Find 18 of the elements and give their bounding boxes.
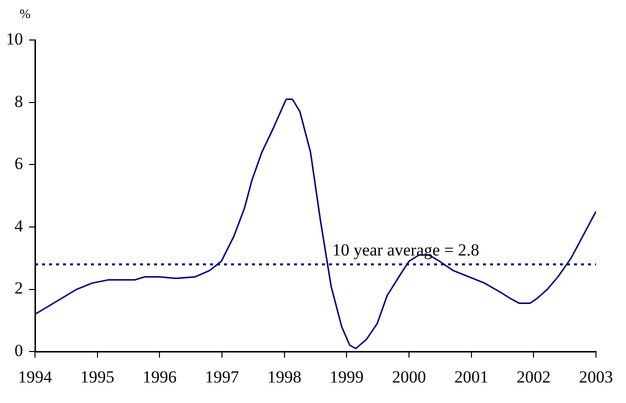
y-tick-label: 0 [14, 341, 23, 360]
y-tick-label: 2 [14, 278, 23, 298]
x-tick-label: 1996 [142, 367, 177, 386]
x-tick-label: 1999 [330, 367, 364, 386]
x-tick-label: 1998 [267, 367, 302, 386]
x-tick-label: 2001 [454, 367, 488, 386]
x-tick-label: 1995 [80, 367, 114, 386]
y-tick-label: 10 [6, 29, 23, 48]
x-tick-label: 2000 [392, 367, 426, 386]
x-tick-label: 2003 [579, 367, 613, 386]
y-tick-label: 4 [14, 216, 24, 236]
y-tick-label: 6 [14, 154, 23, 174]
x-tick-label: 2002 [516, 367, 551, 386]
y-tick-label: 8 [14, 92, 23, 111]
y-axis-title: % [20, 6, 31, 21]
x-tick-label: 1997 [205, 367, 240, 386]
ref-line-label: 10 year average = 2.8 [332, 240, 480, 260]
x-tick-label: 1994 [18, 367, 52, 386]
